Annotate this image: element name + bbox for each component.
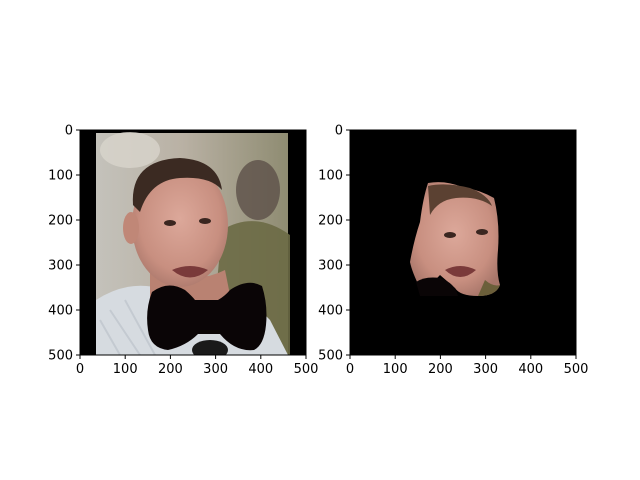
x-tick-label: 400 xyxy=(248,362,273,377)
x-tick-label: 500 xyxy=(564,362,589,377)
y-tick-label: 400 xyxy=(48,304,73,319)
x-tick-label: 500 xyxy=(294,362,319,377)
x-tick-label: 300 xyxy=(473,362,498,377)
y-tick-label: 0 xyxy=(65,124,73,139)
y-tick-label: 400 xyxy=(318,304,343,319)
x-tick-label: 0 xyxy=(346,362,354,377)
y-tick-label: 100 xyxy=(48,169,73,184)
y-tick-label: 500 xyxy=(48,349,73,364)
x-tick-label: 100 xyxy=(383,362,408,377)
x-tick-label: 200 xyxy=(428,362,453,377)
y-tick-label: 100 xyxy=(318,169,343,184)
y-tick-label: 0 xyxy=(335,124,343,139)
axes-frame-left xyxy=(79,129,307,356)
x-tick-label: 200 xyxy=(158,362,183,377)
y-tick-label: 200 xyxy=(48,214,73,229)
y-tick-label: 200 xyxy=(318,214,343,229)
x-tick-label: 0 xyxy=(76,362,84,377)
y-tick-label: 300 xyxy=(318,259,343,274)
left-masked-photo xyxy=(80,130,306,355)
x-tick-label: 100 xyxy=(113,362,138,377)
x-tick-label: 300 xyxy=(203,362,228,377)
right-segmented-face xyxy=(350,130,576,355)
x-tick-label: 400 xyxy=(518,362,543,377)
y-tick-label: 500 xyxy=(318,349,343,364)
y-tick-label: 300 xyxy=(48,259,73,274)
axes-frame-right xyxy=(349,129,577,356)
